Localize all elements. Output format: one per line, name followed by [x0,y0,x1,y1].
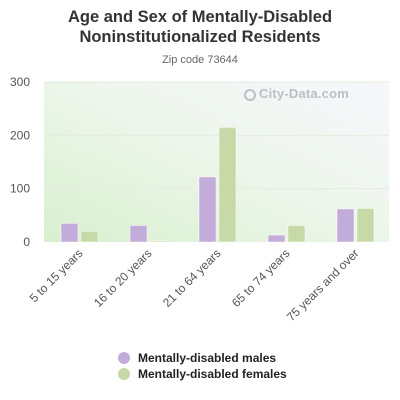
x-tick-label: 16 to 20 years [91,246,155,310]
y-tick-label: 100 [10,182,30,196]
bar-females [356,208,375,243]
x-tick-label: 75 years and over [284,246,362,324]
bar-females [149,240,168,243]
bar-males [336,208,355,243]
legend-label-females: Mentally-disabled females [138,367,287,381]
bar-males [60,223,79,243]
bar-males [267,234,286,243]
chart-title-line1: Age and Sex of Mentally-Disabled [67,8,333,26]
watermark-text: City-Data.com [259,86,350,101]
watermark-search-icon [244,89,256,101]
legend-swatch-females [118,368,130,380]
y-tick-label: 0 [23,235,30,249]
watermark: City-Data.com [244,86,349,101]
legend-item-males: Mentally-disabled males [118,350,287,366]
legend: Mentally-disabled males Mentally-disable… [118,350,287,382]
chart-title-line2: Noninstitutionalized Residents [79,28,321,46]
x-tick-label: 5 to 15 years [27,246,86,305]
chart-title: Age and Sex of Mentally-Disabled Noninst… [0,7,400,47]
x-tick-label: 65 to 74 years [229,246,293,310]
y-tick-label: 300 [10,75,30,89]
legend-label-males: Mentally-disabled males [138,351,277,365]
x-tick-label: 21 to 64 years [160,246,224,310]
bar-females [218,127,237,243]
plot-area [44,82,389,242]
legend-swatch-males [118,352,130,364]
bar-males [129,225,148,243]
bar-males [198,176,217,243]
bar-females [80,231,99,243]
legend-item-females: Mentally-disabled females [118,366,287,382]
y-tick-label: 200 [10,128,30,142]
chart-subtitle: Zip code 73644 [162,54,238,66]
bar-females [287,225,306,243]
